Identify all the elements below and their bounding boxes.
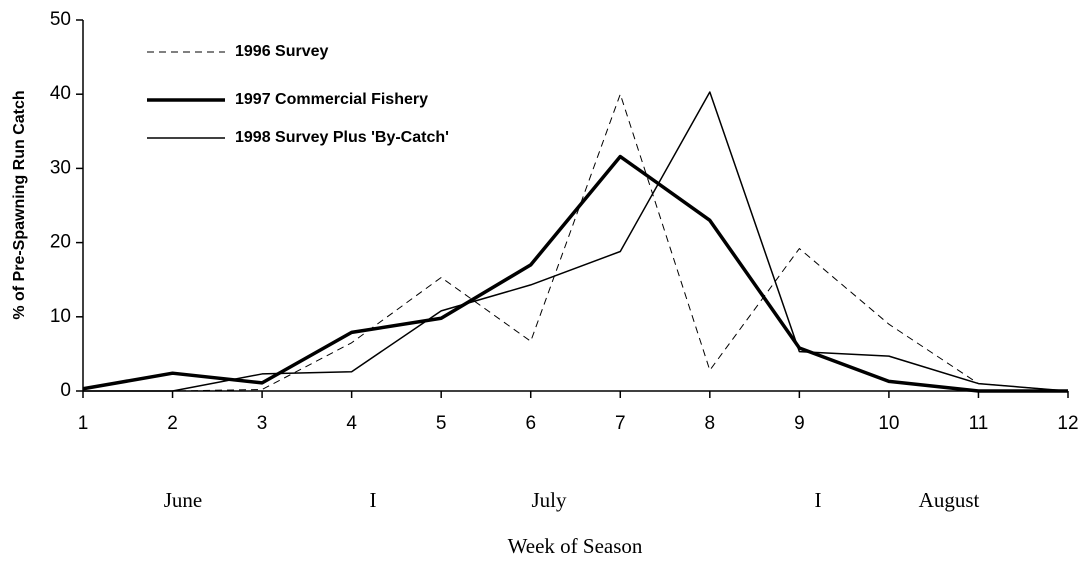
x-tick-label: 2 xyxy=(167,413,178,434)
x-tick-label: 9 xyxy=(794,413,805,434)
series-line xyxy=(82,154,1068,393)
x-tick-label: 5 xyxy=(436,413,447,434)
month-label: I xyxy=(370,488,377,512)
series-line xyxy=(83,93,1069,392)
x-tick-label: 11 xyxy=(969,413,989,434)
month-label: August xyxy=(919,488,980,512)
x-tick-label: 4 xyxy=(346,413,357,434)
legend-label: 1997 Commercial Fishery xyxy=(235,91,428,108)
month-label: July xyxy=(531,488,567,512)
x-tick-label: 10 xyxy=(878,413,899,434)
legend-label: 1996 Survey xyxy=(235,43,329,60)
y-tick-label: 20 xyxy=(50,232,71,253)
x-tick-label: 1 xyxy=(78,413,89,434)
y-tick-label: 30 xyxy=(50,157,71,178)
month-label: June xyxy=(164,488,203,512)
y-tick-label: 10 xyxy=(50,306,71,327)
x-tick-label: 3 xyxy=(257,413,268,434)
y-axis-label: % of Pre-Spawning Run Catch xyxy=(11,90,28,319)
x-axis-label: Week of Season xyxy=(508,534,643,558)
y-tick-label: 0 xyxy=(60,380,71,401)
y-tick-label: 40 xyxy=(50,83,71,104)
x-tick-label: 12 xyxy=(1057,413,1078,434)
y-tick-label: 50 xyxy=(50,9,71,30)
x-tick-label: 6 xyxy=(525,413,536,434)
x-tick-label: 7 xyxy=(615,413,626,434)
legend-label: 1998 Survey Plus 'By-Catch' xyxy=(235,129,449,146)
series-line xyxy=(83,91,1069,392)
month-label: I xyxy=(815,488,822,512)
x-tick-label: 8 xyxy=(705,413,716,434)
